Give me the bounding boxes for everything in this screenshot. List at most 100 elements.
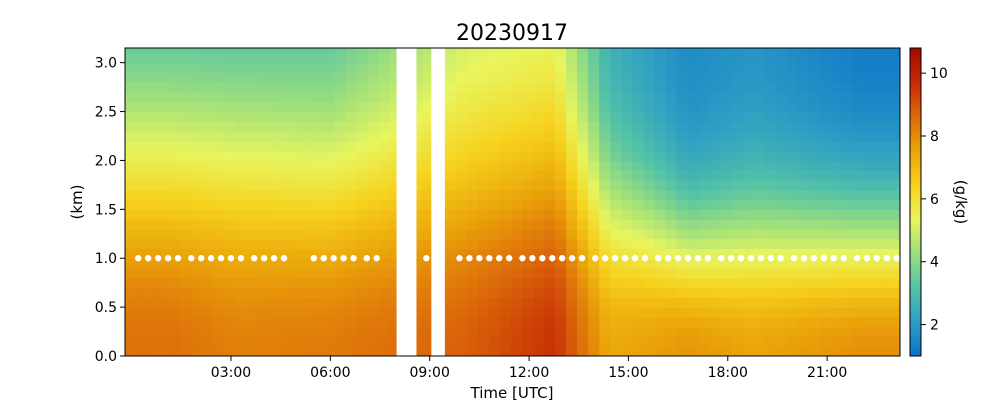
heatmap-cell <box>345 48 358 54</box>
heatmap-cell <box>499 131 512 142</box>
heatmap-cell <box>202 111 214 122</box>
heatmap-cell <box>698 140 711 152</box>
heatmap-cell <box>852 82 865 93</box>
heatmap-cell <box>764 52 777 64</box>
heatmap-cell <box>279 180 292 191</box>
heatmap-cell <box>654 180 667 191</box>
heatmap-cell <box>599 111 611 122</box>
heatmap-cell <box>863 209 876 220</box>
heatmap-cell <box>566 111 578 122</box>
heatmap-cell <box>191 199 203 210</box>
heatmap-cell <box>643 111 655 122</box>
heatmap-cell <box>632 326 644 338</box>
heatmap-cell <box>764 48 777 54</box>
heatmap-cell <box>334 238 347 250</box>
heatmap-cell <box>797 258 810 269</box>
heatmap-cell <box>290 248 303 259</box>
heatmap-cell <box>312 316 325 328</box>
heatmap-cell <box>466 238 479 250</box>
heatmap-cell <box>577 238 589 250</box>
heatmap-cell <box>488 287 501 298</box>
heatmap-cell <box>522 82 534 93</box>
heatmap-cell <box>334 268 347 279</box>
heatmap-cell <box>356 52 369 64</box>
heatmap-cell <box>797 238 810 250</box>
marker-point <box>790 255 798 262</box>
heatmap-cell <box>566 52 578 64</box>
heatmap-cell <box>841 180 854 191</box>
heatmap-cell <box>444 48 457 54</box>
heatmap-cell <box>621 209 633 220</box>
heatmap-cell <box>753 219 766 230</box>
heatmap-cell <box>599 131 611 142</box>
heatmap-cell <box>863 336 876 347</box>
heatmap-cell <box>797 62 810 74</box>
heatmap-cell <box>136 199 148 210</box>
heatmap-cell <box>676 219 689 230</box>
heatmap-cell <box>830 189 843 201</box>
heatmap-cell <box>897 228 900 240</box>
heatmap-cell <box>577 277 589 289</box>
heatmap-cell <box>323 248 336 259</box>
x-tick-label: 15:00 <box>608 365 648 381</box>
heatmap-cell <box>455 92 468 103</box>
heatmap-cell <box>180 82 192 93</box>
heatmap-cell <box>555 238 567 250</box>
heatmap-cell <box>312 307 325 318</box>
heatmap-cell <box>378 62 391 74</box>
heatmap-cell <box>235 297 247 308</box>
heatmap-cell <box>742 326 755 338</box>
heatmap-cell <box>852 140 865 152</box>
heatmap-cell <box>455 326 468 338</box>
heatmap-cell <box>599 258 611 269</box>
heatmap-cell <box>654 287 667 298</box>
marker-point <box>810 255 818 262</box>
heatmap-cell <box>488 52 501 64</box>
heatmap-cell <box>643 228 655 240</box>
heatmap-cell <box>852 346 865 356</box>
heatmap-cell <box>213 199 225 210</box>
heatmap-cell <box>676 111 689 122</box>
heatmap-cell <box>797 48 810 54</box>
heatmap-cell <box>709 131 722 142</box>
heatmap-cell <box>158 346 170 356</box>
heatmap-cell <box>301 160 314 171</box>
heatmap-cell <box>356 268 369 279</box>
heatmap-cell <box>488 199 501 210</box>
heatmap-cell <box>676 160 689 171</box>
heatmap-cell <box>808 248 821 259</box>
heatmap-cell <box>698 62 711 74</box>
heatmap-cell <box>213 62 225 74</box>
heatmap-cell <box>257 336 269 347</box>
heatmap-cell <box>654 228 667 240</box>
heatmap-cell <box>323 199 336 210</box>
heatmap-cell <box>466 228 479 240</box>
heatmap-cell <box>610 248 622 259</box>
heatmap-cell <box>863 316 876 328</box>
heatmap-cell <box>246 209 258 220</box>
heatmap-cell <box>356 199 369 210</box>
marker-point <box>631 255 639 262</box>
heatmap-cell <box>411 150 424 162</box>
heatmap-cell <box>621 52 633 64</box>
heatmap-cell <box>753 297 766 308</box>
heatmap-cell <box>356 277 369 289</box>
heatmap-cell <box>555 307 567 318</box>
heatmap-cell <box>147 189 159 201</box>
heatmap-cell <box>444 111 457 122</box>
heatmap-cell <box>246 180 258 191</box>
heatmap-cell <box>852 101 865 113</box>
heatmap-cell <box>621 92 633 103</box>
heatmap-cell <box>720 268 733 279</box>
heatmap-cell <box>654 72 667 83</box>
heatmap-cell <box>411 48 424 54</box>
heatmap-cell <box>511 62 523 74</box>
data-gaps <box>396 48 445 356</box>
heatmap-cell <box>213 307 225 318</box>
heatmap-cell <box>665 48 678 54</box>
heatmap-cell <box>147 62 159 74</box>
heatmap-cell <box>797 199 810 210</box>
heatmap-cell <box>577 248 589 259</box>
heatmap-cell <box>621 248 633 259</box>
heatmap-cell <box>577 62 589 74</box>
